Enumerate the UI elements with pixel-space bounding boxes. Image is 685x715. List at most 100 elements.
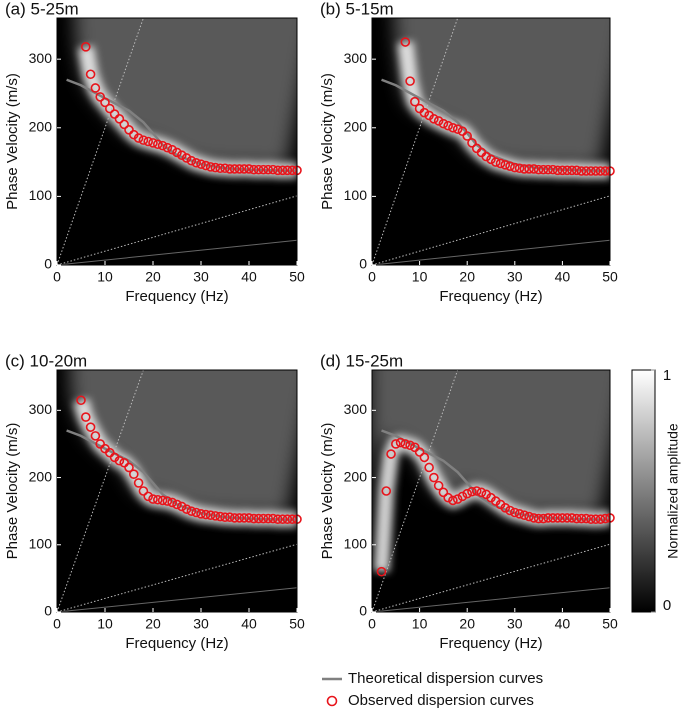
- observed-point: [571, 165, 582, 176]
- observed-point: [277, 165, 288, 176]
- observed-point: [186, 155, 197, 166]
- observed-point: [229, 164, 240, 174]
- observed-point: [210, 511, 221, 521]
- observed-point: [129, 469, 139, 479]
- observed-point: [495, 158, 506, 169]
- observed-point: [562, 165, 572, 176]
- observed-point: [287, 165, 298, 176]
- observed-point: [595, 166, 606, 176]
- y-axis-label: Phase Velocity (m/s): [4, 423, 21, 560]
- observed-point: [234, 513, 245, 523]
- observed-point: [181, 153, 192, 163]
- observed-point: [90, 431, 101, 441]
- observed-point: [419, 107, 430, 118]
- observed-point: [172, 147, 182, 158]
- observed-point: [215, 511, 225, 522]
- observed-point: [405, 76, 415, 86]
- observed-point: [282, 165, 293, 176]
- observed-point: [581, 166, 592, 176]
- observed-point: [529, 164, 539, 174]
- observed-point: [201, 509, 211, 520]
- observed-point: [205, 162, 216, 172]
- x-tick-label: 0: [53, 269, 61, 285]
- x-tick-label: 20: [145, 269, 161, 285]
- observed-point: [419, 452, 430, 463]
- observed-point: [196, 509, 206, 519]
- observed-point: [287, 514, 298, 525]
- observed-point: [239, 164, 249, 174]
- observed-point: [590, 514, 601, 525]
- observed-point: [157, 140, 168, 151]
- observed-point: [586, 514, 596, 525]
- x-tick-label: 10: [97, 269, 113, 285]
- observed-point: [81, 412, 91, 422]
- observed-point: [443, 120, 453, 131]
- observed-point: [486, 154, 496, 165]
- observed-point: [210, 162, 221, 173]
- observed-point: [244, 513, 254, 523]
- observed-point: [567, 165, 577, 176]
- observed-point: [533, 513, 544, 524]
- observed-point: [124, 125, 134, 135]
- observed-point: [268, 164, 278, 175]
- x-axis-label: Frequency (Hz): [125, 288, 228, 305]
- plot-frame: [56, 17, 298, 266]
- observed-point: [157, 495, 168, 506]
- energy-halo: [69, 370, 297, 516]
- y-tick-label: 200: [344, 118, 368, 134]
- colorbar-tick-label: 1: [663, 367, 671, 384]
- guide-line: [372, 587, 610, 612]
- observed-point: [376, 566, 387, 577]
- observed-point: [433, 116, 444, 126]
- observed-point: [186, 506, 197, 516]
- observed-point: [263, 513, 274, 524]
- observed-point: [85, 69, 96, 80]
- x-tick-label: 40: [241, 616, 257, 632]
- observed-point: [448, 495, 458, 506]
- observed-point: [567, 513, 577, 523]
- panel: [57, 18, 297, 265]
- observed-point: [509, 162, 520, 173]
- x-tick-label: 0: [368, 269, 376, 285]
- observed-point: [90, 83, 101, 93]
- colorbar-label: Normalized amplitude: [665, 423, 681, 559]
- y-tick-label: 0: [359, 603, 367, 619]
- observed-point: [514, 509, 525, 519]
- observed-point: [119, 119, 129, 130]
- x-tick-label: 30: [193, 616, 209, 632]
- panel-title: (a) 5-25m: [5, 0, 79, 18]
- observed-point: [571, 513, 582, 524]
- observed-point: [215, 163, 225, 174]
- observed-point: [133, 133, 144, 143]
- y-tick-label: 200: [29, 118, 53, 134]
- observed-point: [105, 103, 115, 114]
- observed-point: [95, 92, 105, 102]
- y-tick-label: 300: [29, 401, 53, 417]
- observed-point: [143, 491, 153, 502]
- observed-point: [395, 437, 406, 448]
- observed-point: [438, 487, 449, 498]
- observed-point: [590, 166, 601, 176]
- observed-point: [167, 144, 177, 155]
- observed-point: [600, 513, 611, 524]
- observed-point: [153, 139, 163, 150]
- observed-point: [109, 109, 120, 119]
- panel: [372, 18, 610, 265]
- x-tick-label: 50: [289, 616, 305, 632]
- observed-point: [500, 503, 511, 513]
- observed-point: [133, 478, 144, 488]
- guide-line: [57, 370, 144, 612]
- observed-point: [405, 440, 415, 451]
- observed-point: [272, 165, 283, 176]
- observed-point: [386, 449, 396, 459]
- y-tick-label: 200: [344, 468, 368, 484]
- observed-point: [452, 494, 463, 504]
- x-tick-label: 50: [602, 269, 618, 285]
- x-tick-label: 10: [97, 616, 113, 632]
- observed-point: [258, 164, 269, 175]
- x-tick-label: 0: [53, 616, 61, 632]
- observed-point: [514, 163, 525, 174]
- x-axis-label: Frequency (Hz): [439, 288, 542, 305]
- x-tick-label: 30: [193, 269, 209, 285]
